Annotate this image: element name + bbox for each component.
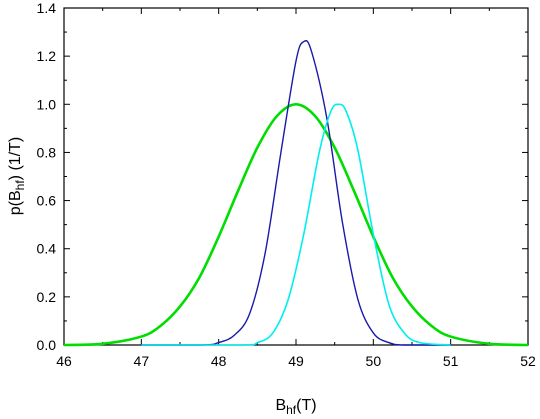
- x-tick-label: 51: [443, 353, 459, 369]
- y-axis-title: p(Bhf) (1/T): [7, 137, 27, 215]
- y-tick-label: 1.0: [37, 96, 57, 112]
- x-tick-label: 49: [288, 353, 304, 369]
- series-line-green: [63, 102, 529, 347]
- y-tick-label: 1.2: [37, 48, 57, 64]
- x-tick-label: 50: [366, 353, 382, 369]
- x-tick-label: 46: [56, 353, 72, 369]
- series-line-navy: [141, 39, 451, 346]
- y-tick-label: 0.2: [37, 289, 57, 305]
- y-tick-label: 0.6: [37, 193, 57, 209]
- series-layer: [63, 39, 529, 347]
- y-tick-label: 0.8: [37, 144, 57, 160]
- y-tick-label: 0.4: [37, 241, 57, 257]
- x-tick-label: 52: [520, 353, 536, 369]
- y-axis-ticks: 0.0 0.2 0.4 0.6 0.8 1.0 1.2 1.4: [37, 0, 528, 353]
- y-tick-label: 1.4: [37, 0, 57, 16]
- y-tick-label: 0.0: [37, 337, 57, 353]
- x-axis-ticks: 46 47 48 49 50 51 52: [56, 8, 536, 369]
- x-tick-label: 48: [211, 353, 227, 369]
- x-axis-title: Bhf(T): [275, 397, 316, 417]
- series-line-cyan: [141, 103, 451, 346]
- x-tick-label: 47: [134, 353, 150, 369]
